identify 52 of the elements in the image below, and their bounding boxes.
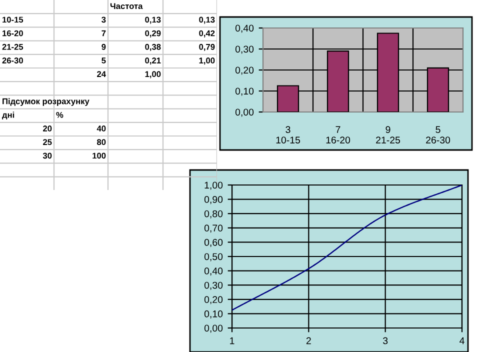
text: 0,38 <box>145 44 161 52</box>
y-tick-label: 0,30 <box>235 46 254 54</box>
x-tick-label: 3 <box>383 337 388 344</box>
x-tick-label: 4 <box>460 337 464 344</box>
x-tick-label: 5 26-30 <box>426 126 450 144</box>
y-tick-label: 0,20 <box>204 296 223 304</box>
text: 5 <box>102 58 106 64</box>
y-tick-label: 0,00 <box>235 108 254 117</box>
y-tick-label: 0,40 <box>235 24 254 33</box>
text: 21-25 <box>2 44 24 50</box>
y-tick-label: 0,80 <box>204 210 223 218</box>
text: 16-20 <box>2 30 23 36</box>
text: Підсумок розрахунку <box>2 98 90 106</box>
y-tick-label: 0,10 <box>204 310 223 318</box>
text: 3 <box>102 16 106 23</box>
text: 26-30 <box>2 58 23 64</box>
text: Частота <box>110 3 143 10</box>
text: 0,42 <box>199 30 215 38</box>
y-tick-label: 0,00 <box>204 324 223 333</box>
text: 24 <box>97 71 106 77</box>
text: 0,13 <box>145 16 161 24</box>
y-tick-label: 0,90 <box>204 196 223 204</box>
text: 20 <box>43 126 52 132</box>
text: 0,13 <box>199 16 215 24</box>
y-tick-label: 0,50 <box>204 253 223 262</box>
text: 7 <box>102 30 106 36</box>
x-tick-label: 9 21-25 <box>376 126 400 144</box>
x-tick-label: 1 <box>230 337 234 344</box>
text: % <box>56 112 64 118</box>
text: 100 <box>92 152 106 159</box>
text: 80 <box>96 139 106 146</box>
y-tick-label: 0,20 <box>235 66 254 75</box>
text: 40 <box>96 126 106 132</box>
x-tick-label: 2 <box>306 337 311 344</box>
text: 0,21 <box>145 58 161 65</box>
text: 0,29 <box>145 30 161 38</box>
x-tick-label: 7 16-20 <box>326 126 350 144</box>
x-tick-label: 3 10-15 <box>276 126 300 144</box>
text: 1,00 <box>199 58 215 65</box>
text: 9 <box>102 44 106 50</box>
y-tick-label: 0,10 <box>235 88 254 96</box>
text: 30 <box>42 152 52 159</box>
y-tick-label: 0,60 <box>204 238 223 247</box>
text: 10-15 <box>2 16 24 23</box>
y-tick-label: 0,30 <box>204 282 223 290</box>
text: дні <box>2 112 14 120</box>
text: 25 <box>43 139 52 146</box>
text: 0,79 <box>199 44 215 52</box>
text: 1,00 <box>145 71 161 78</box>
y-tick-label: 0,70 <box>204 224 223 233</box>
y-tick-label: 1,00 <box>204 182 223 190</box>
y-tick-label: 0,40 <box>204 268 223 276</box>
